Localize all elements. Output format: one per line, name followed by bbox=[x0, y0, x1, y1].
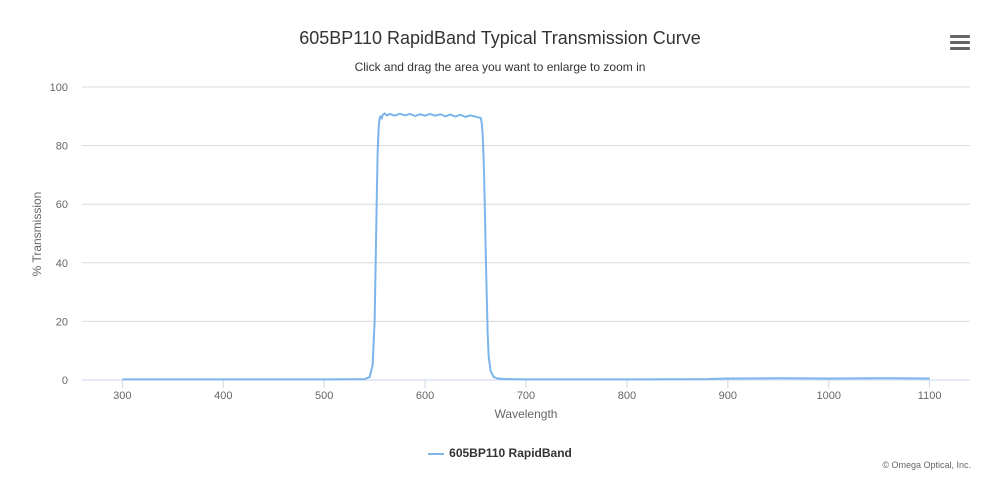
x-tick-label: 600 bbox=[416, 390, 434, 402]
credits-text: © Omega Optical, Inc. bbox=[882, 460, 971, 470]
y-tick-label: 0 bbox=[62, 375, 68, 387]
y-tick-label: 40 bbox=[56, 258, 68, 270]
y-axis-label: % Transmission bbox=[30, 192, 44, 277]
y-tick-label: 20 bbox=[56, 316, 68, 328]
x-tick-label: 1100 bbox=[918, 390, 942, 402]
y-tick-label: 60 bbox=[56, 199, 68, 211]
series-line[interactable] bbox=[122, 112, 930, 381]
legend-label: 605BP110 RapidBand bbox=[449, 446, 572, 460]
x-tick-label: 800 bbox=[618, 390, 636, 402]
x-tick-label: 400 bbox=[214, 390, 232, 402]
chart-title: 605BP110 RapidBand Typical Transmission … bbox=[299, 28, 701, 48]
x-axis-label: Wavelength bbox=[495, 407, 558, 421]
y-tick-label: 80 bbox=[56, 141, 68, 153]
x-tick-label: 700 bbox=[517, 390, 535, 402]
hamburger-menu-icon[interactable] bbox=[948, 32, 972, 54]
x-tick-label: 500 bbox=[315, 390, 333, 402]
x-tick-label: 900 bbox=[719, 390, 737, 402]
chart-subtitle: Click and drag the area you want to enla… bbox=[354, 60, 646, 74]
legend-swatch bbox=[428, 452, 445, 455]
x-tick-label: 1000 bbox=[816, 390, 840, 402]
x-tick-label: 300 bbox=[113, 390, 131, 402]
y-tick-label: 100 bbox=[50, 82, 68, 94]
legend-item[interactable]: 605BP110 RapidBand bbox=[0, 446, 1000, 460]
